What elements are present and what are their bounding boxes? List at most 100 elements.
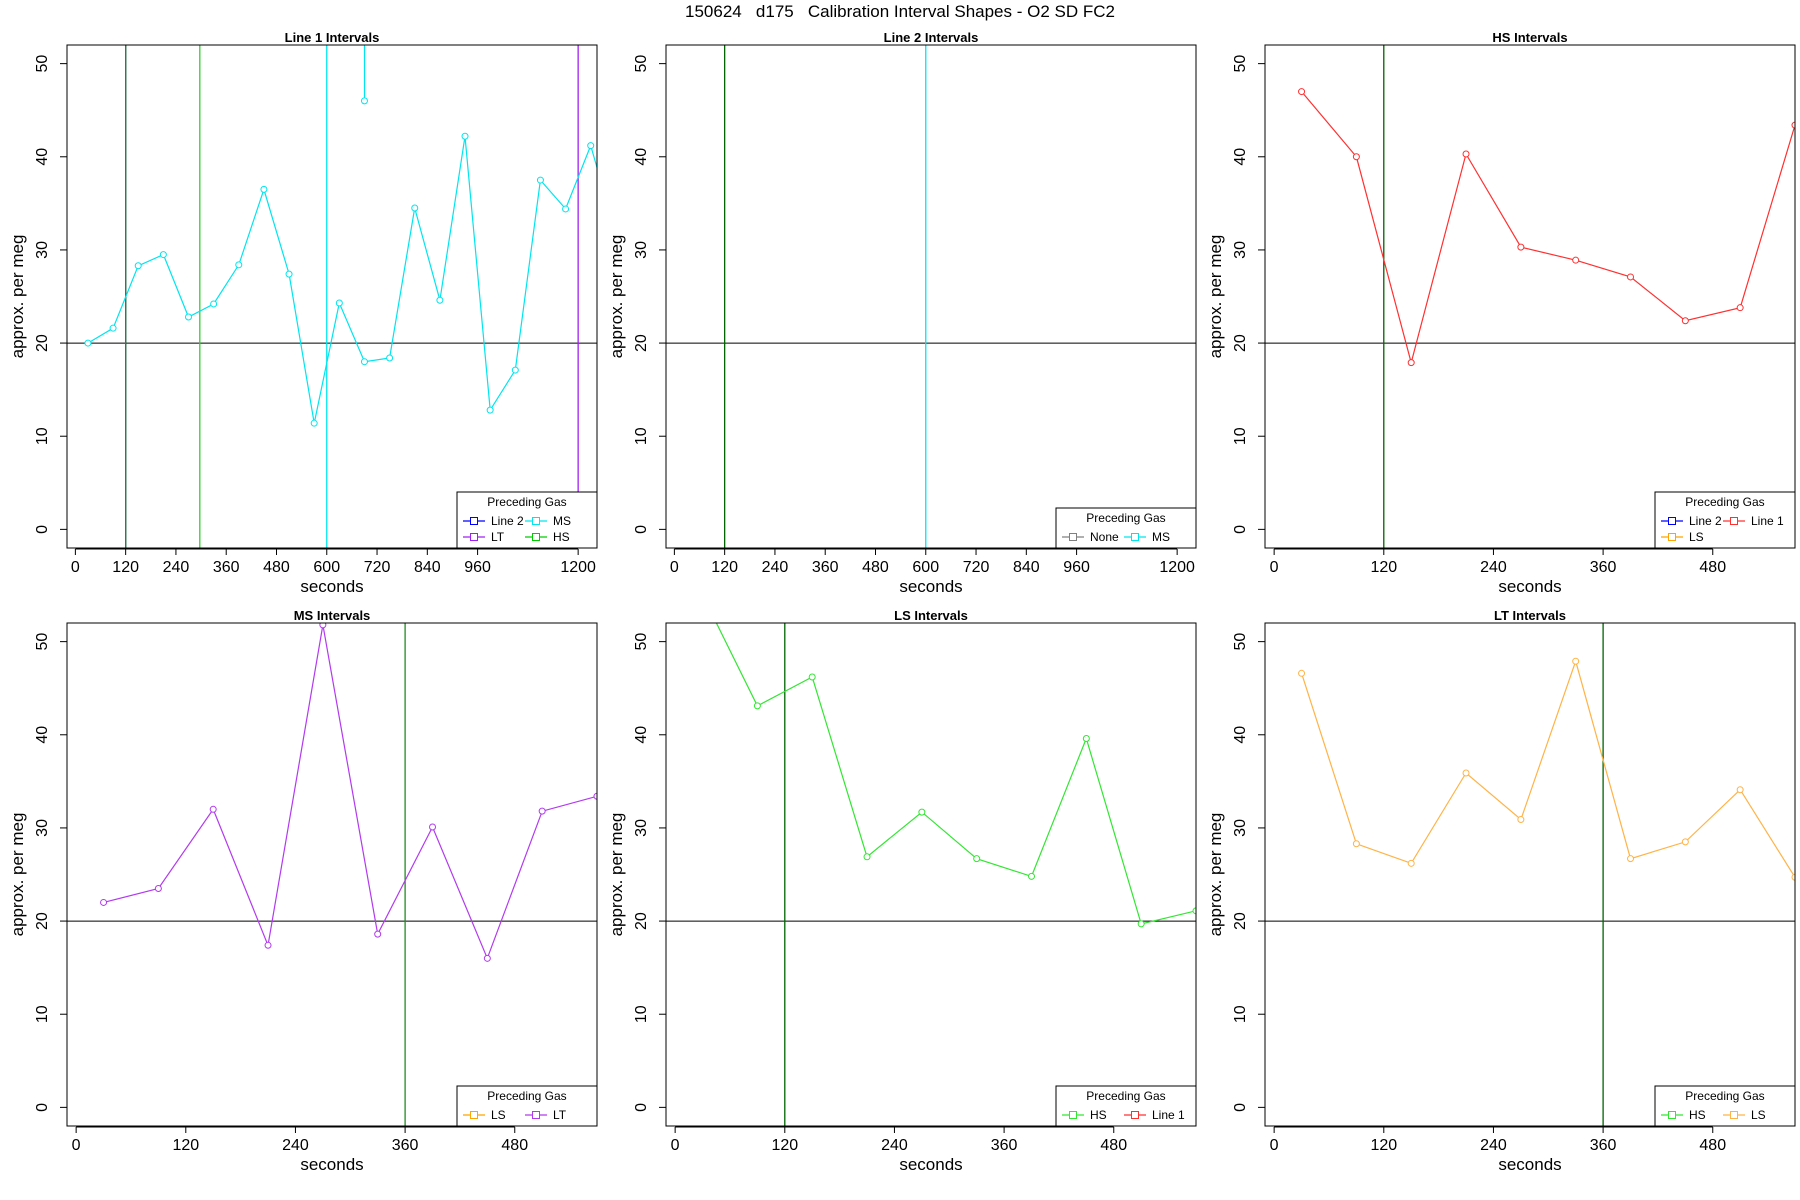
chart-title: LT Intervals xyxy=(1494,608,1566,623)
legend-label: LT xyxy=(553,1108,567,1122)
y-tick-label: 0 xyxy=(1232,525,1249,534)
data-point xyxy=(429,823,437,831)
chart-line1: Line 1 Intervals 0 120 240 360 480 600 720 840 96… xyxy=(8,30,606,596)
legend-title: Preceding Gas xyxy=(1685,495,1764,509)
y-axis: 0 10 20 30 40 50 approx. per meg xyxy=(1206,633,1266,1112)
x-tick-label: 120 xyxy=(1370,1137,1397,1154)
y-axis: 0 10 20 30 40 50 approx. per meg xyxy=(607,55,667,534)
x-tick-label: 480 xyxy=(1100,1137,1127,1154)
x-tick-label: 360 xyxy=(392,1137,419,1154)
legend-title: Preceding Gas xyxy=(487,495,566,509)
y-tick-label: 10 xyxy=(34,427,51,445)
legend-swatch-marker xyxy=(1131,1111,1139,1119)
data-point xyxy=(1352,153,1360,161)
y-axis-label: approx. per meg xyxy=(1206,235,1225,359)
x-tick-label: 600 xyxy=(912,559,939,576)
legend: Preceding Gas None MS xyxy=(1055,507,1197,549)
x-tick-label: 120 xyxy=(1370,559,1397,576)
data-point xyxy=(1517,243,1525,251)
data-point xyxy=(264,941,272,949)
legend-swatch-marker xyxy=(1730,1111,1738,1119)
y-axis: 0 10 20 30 40 50 approx. per meg xyxy=(1206,55,1266,534)
x-axis-label: seconds xyxy=(1498,1155,1561,1174)
y-tick-label: 50 xyxy=(34,633,51,651)
y-tick-label: 50 xyxy=(633,55,650,73)
x-tick-label: 1200 xyxy=(1159,559,1195,576)
data-point xyxy=(1298,669,1306,677)
y-tick-label: 30 xyxy=(34,241,51,259)
legend-box xyxy=(1654,1085,1796,1127)
legend-label: LS xyxy=(1689,530,1704,544)
plot-area xyxy=(1298,88,1795,367)
data-point xyxy=(159,251,167,259)
legend-swatch-marker xyxy=(1069,533,1077,541)
data-point xyxy=(511,366,519,374)
data-point xyxy=(700,592,706,598)
legend: Preceding Gas HS LS xyxy=(1654,1085,1796,1127)
legend-label: Line 2 xyxy=(1689,514,1722,528)
series-line xyxy=(87,136,597,424)
y-tick-label: 20 xyxy=(1232,912,1249,930)
data-point xyxy=(185,313,193,321)
legend-title: Preceding Gas xyxy=(487,1089,566,1103)
x-tick-label: 0 xyxy=(671,1137,680,1154)
y-tick-label: 40 xyxy=(1232,148,1249,166)
x-tick-label: 960 xyxy=(1063,559,1090,576)
series-line xyxy=(1301,91,1795,365)
y-axis-label: approx. per meg xyxy=(1206,813,1225,937)
data-point xyxy=(436,296,444,304)
chart-title: LS Intervals xyxy=(894,608,968,623)
legend-label: Line 2 xyxy=(491,514,524,528)
data-point xyxy=(260,185,268,193)
legend-swatch-marker xyxy=(470,533,478,541)
data-point xyxy=(863,853,871,861)
x-tick-label: 0 xyxy=(1270,1137,1279,1154)
chart-title: HS Intervals xyxy=(1492,30,1567,45)
y-tick-label: 40 xyxy=(34,726,51,744)
data-point xyxy=(600,186,606,192)
data-point xyxy=(808,673,816,681)
chart-title: Line 2 Intervals xyxy=(884,30,979,45)
data-point xyxy=(593,792,597,800)
legend: Preceding Gas LS LT xyxy=(456,1085,598,1127)
y-tick-label: 30 xyxy=(1232,819,1249,837)
x-axis-label: seconds xyxy=(899,577,962,596)
x-tick-label: 720 xyxy=(364,559,391,576)
x-tick-label: 480 xyxy=(862,559,889,576)
data-point xyxy=(209,805,217,813)
legend-label: Line 1 xyxy=(1751,514,1784,528)
x-tick-label: 360 xyxy=(812,559,839,576)
x-tick-label: 480 xyxy=(1699,559,1726,576)
data-point xyxy=(1572,657,1580,665)
legend-label: MS xyxy=(553,514,571,528)
x-tick-label: 120 xyxy=(771,1137,798,1154)
x-axis: 0 120 240 360 480 seconds xyxy=(671,1126,1127,1174)
series-line xyxy=(103,624,597,960)
y-axis: 0 10 20 30 40 50 approx. per meg xyxy=(8,55,68,534)
legend-swatch-marker xyxy=(1730,517,1738,525)
legend-swatch-marker xyxy=(1668,533,1676,541)
legend-swatch-marker xyxy=(532,517,540,525)
chart-title: Line 1 Intervals xyxy=(285,30,380,45)
y-axis-label: approx. per meg xyxy=(8,235,27,359)
data-point xyxy=(360,358,368,366)
y-tick-label: 50 xyxy=(1232,55,1249,73)
data-point xyxy=(411,204,419,212)
legend-swatch-marker xyxy=(1131,533,1139,541)
y-tick-label: 0 xyxy=(34,525,51,534)
x-axis: 0 120 240 360 480 seconds xyxy=(1270,1126,1726,1174)
data-point xyxy=(461,132,469,140)
reference-lines xyxy=(1265,45,1795,548)
x-axis-label: seconds xyxy=(300,1155,363,1174)
y-axis-label: approx. per meg xyxy=(607,813,626,937)
reference-lines xyxy=(67,45,597,548)
data-point xyxy=(1627,855,1635,863)
legend-swatch-marker xyxy=(470,517,478,525)
data-point xyxy=(1082,735,1090,743)
data-point xyxy=(753,702,761,710)
y-tick-label: 40 xyxy=(633,148,650,166)
plot-frame xyxy=(665,44,1197,549)
legend-swatch-marker xyxy=(470,1111,478,1119)
